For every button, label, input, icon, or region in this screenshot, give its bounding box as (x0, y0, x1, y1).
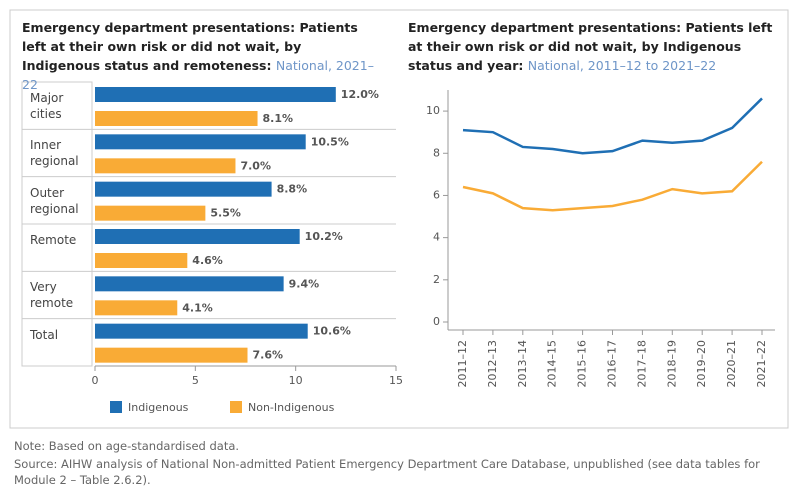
legend-label: Non-Indigenous (248, 401, 335, 414)
y-tick-label: 0 (433, 315, 440, 328)
value-label: 5.5% (210, 207, 241, 220)
x-tick-label: 2011–12 (456, 340, 469, 388)
legend-swatch (110, 401, 122, 413)
bar (95, 111, 258, 126)
right-title: Emergency department presentations: Pati… (408, 18, 778, 75)
bar (95, 300, 178, 316)
bar (95, 347, 248, 363)
value-label: 9.4% (289, 277, 320, 290)
x-tick-label: 2018–19 (665, 340, 678, 388)
value-label: 8.1% (263, 112, 294, 125)
value-label: 4.1% (182, 301, 213, 314)
source: Source: AIHW analysis of National Non-ad… (14, 457, 760, 487)
note: Note: Based on age-standardised data. (14, 439, 240, 453)
x-tick-label: 2013–14 (516, 340, 529, 388)
bar (95, 323, 308, 339)
value-label: 10.2% (305, 230, 343, 243)
category-label: Remote (30, 233, 77, 247)
left-title: Emergency department presentations: Pati… (22, 18, 377, 94)
y-tick-label: 6 (433, 188, 440, 201)
value-label: 10.6% (313, 325, 351, 338)
value-label: 10.5% (311, 135, 349, 148)
x-tick-label: 10 (289, 374, 303, 387)
x-tick-label: 5 (192, 374, 199, 387)
value-label: 4.6% (192, 254, 223, 267)
legend-swatch (230, 401, 242, 413)
line (462, 97, 763, 155)
line (462, 160, 763, 212)
x-tick-label: 2012–13 (486, 340, 499, 388)
subtitle: National, 2011–12 to 2021–22 (527, 58, 717, 73)
x-tick-label: 2019–20 (695, 340, 708, 388)
category-label: Inner regional (30, 138, 79, 169)
bar (95, 134, 306, 150)
legend-label: Indigenous (128, 401, 189, 414)
title: Emergency department presentations: Pati… (408, 20, 773, 73)
bar (95, 181, 272, 197)
bar (95, 205, 206, 221)
value-label: 8.8% (277, 183, 308, 196)
y-tick-label: 2 (433, 273, 440, 286)
bar (95, 276, 284, 292)
x-tick-label: 2014–15 (546, 340, 559, 388)
x-tick-label: 2016–17 (606, 340, 619, 388)
x-tick-label: 2015–16 (576, 340, 589, 388)
category-label: Total (30, 327, 59, 342)
x-tick-label: 2017–18 (635, 340, 648, 388)
category-label: Very remote (30, 280, 74, 311)
value-label: 7.6% (253, 349, 284, 362)
y-tick-label: 8 (433, 146, 440, 159)
bar (95, 229, 300, 244)
x-tick-label: 15 (389, 374, 403, 387)
bar (95, 253, 188, 268)
title: Emergency department presentations: Pati… (22, 20, 358, 73)
panel-border (9, 9, 789, 429)
value-label: 7.0% (240, 159, 271, 172)
bar (95, 87, 336, 102)
y-tick-label: 10 (426, 104, 440, 117)
x-tick-label: 2020–21 (725, 340, 738, 388)
subtitle: National, 2021–22 (22, 58, 374, 92)
y-tick-label: 4 (433, 231, 440, 244)
x-tick-label: 2021–22 (755, 340, 768, 388)
value-label: 12.0% (341, 88, 379, 101)
bar (95, 158, 236, 174)
category-label: Outer regional (30, 185, 79, 216)
category-label: Major cities (30, 91, 64, 121)
x-tick-label: 0 (92, 374, 99, 387)
